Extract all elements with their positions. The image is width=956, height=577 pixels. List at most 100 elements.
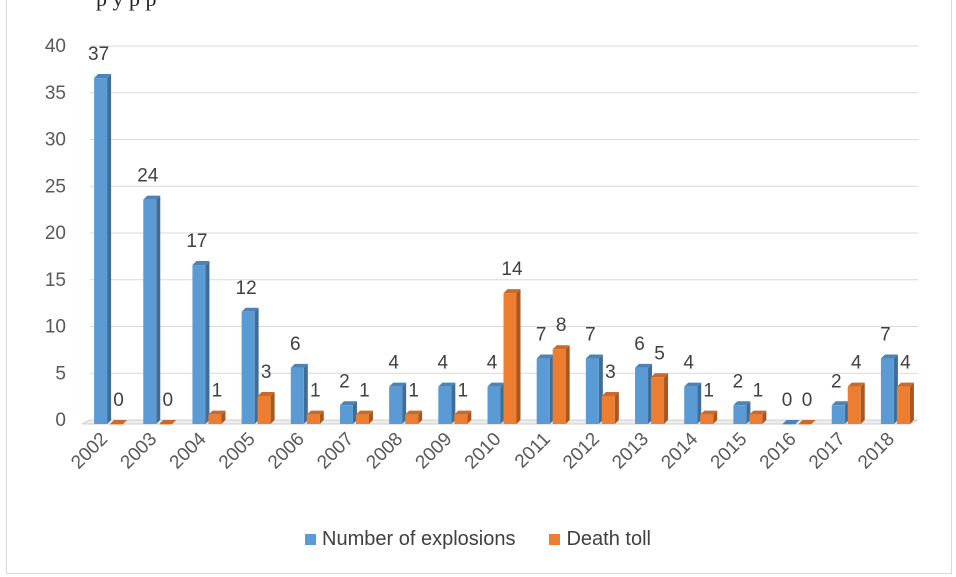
bar-top: [405, 410, 423, 415]
x-tick-label: 2006: [264, 429, 309, 474]
x-tick-label: 2004: [166, 428, 211, 473]
bar-top: [355, 410, 373, 415]
bar-top: [159, 420, 177, 424]
legend-item-death-toll: Death toll: [549, 528, 651, 551]
bar-top: [585, 354, 603, 359]
x-tick-label: 2002: [67, 429, 112, 474]
data-label: 4: [487, 353, 498, 374]
data-label: 12: [236, 278, 257, 299]
bar-top: [733, 401, 751, 406]
bar: [257, 395, 271, 424]
legend-label-death-toll: Death toll: [566, 528, 651, 550]
data-label: 37: [88, 44, 109, 65]
data-label: 1: [703, 381, 714, 402]
bar-top: [700, 410, 718, 415]
bar-side: [860, 382, 865, 424]
legend-label-explosions: Number of explosions: [322, 528, 516, 550]
bar-top: [749, 410, 767, 415]
data-label: 7: [536, 325, 547, 346]
legend-swatch-death-toll: [549, 534, 561, 545]
bar: [438, 386, 452, 424]
data-label: 0: [782, 390, 793, 411]
bar-top: [847, 382, 865, 387]
x-tick-label: 2010: [461, 429, 506, 474]
y-tick-label: 5: [55, 363, 66, 384]
chart-legend: Number of explosions Death toll: [0, 528, 956, 551]
bar-side: [664, 373, 669, 424]
bar: [536, 358, 550, 424]
bar-side: [467, 410, 472, 424]
bar: [143, 199, 157, 424]
data-label: 14: [501, 259, 523, 280]
data-label: 2: [733, 371, 744, 392]
data-label: 1: [753, 381, 764, 402]
bar-top: [552, 345, 570, 350]
bar-top: [798, 420, 816, 424]
bar: [635, 367, 649, 424]
bar-side: [107, 74, 112, 425]
data-label: 4: [851, 353, 862, 374]
bar-top: [684, 382, 702, 387]
data-label: 1: [310, 381, 321, 402]
data-label: 5: [654, 343, 665, 364]
data-label: 6: [634, 334, 645, 355]
bar: [339, 405, 353, 424]
bar-top: [536, 354, 554, 359]
bar-top: [290, 363, 308, 368]
bar: [896, 386, 910, 424]
bar-top: [110, 420, 128, 424]
bar: [798, 424, 812, 425]
bar-side: [614, 391, 619, 424]
bar: [405, 414, 419, 424]
bar-side: [565, 345, 570, 424]
y-tick-label: 0: [55, 410, 66, 431]
bar-side: [221, 410, 226, 424]
data-label: 0: [802, 390, 813, 411]
bar-side: [516, 289, 521, 424]
data-label: 8: [556, 315, 567, 336]
bar-top: [635, 363, 653, 368]
x-tick-label: 2009: [412, 429, 457, 474]
bar: [110, 424, 124, 425]
bar: [454, 414, 468, 424]
bar: [684, 386, 698, 424]
y-tick-label: 10: [45, 317, 66, 338]
bar-top: [454, 410, 472, 415]
data-label: 0: [162, 390, 173, 411]
x-tick-label: 2016: [756, 429, 801, 474]
data-label: 7: [880, 325, 891, 346]
bar: [831, 405, 845, 424]
bar-top: [782, 420, 800, 424]
bar-side: [254, 307, 259, 424]
bar: [192, 265, 206, 424]
x-tick-label: 2015: [707, 429, 752, 474]
x-tick-label: 2011: [511, 429, 555, 473]
bar-side: [303, 363, 308, 424]
bar-side: [909, 382, 914, 424]
data-label: 24: [137, 166, 159, 187]
data-label: 4: [388, 353, 399, 374]
bar: [306, 414, 320, 424]
y-tick-label: 30: [45, 130, 66, 151]
bar-top: [438, 382, 456, 387]
bar-top: [208, 410, 226, 415]
x-tick-label: 2014: [657, 428, 702, 473]
bar: [880, 358, 894, 424]
bar-side: [319, 410, 324, 424]
bar: [585, 358, 599, 424]
data-label: 4: [900, 353, 911, 374]
data-label: 2: [339, 371, 350, 392]
data-label: 1: [359, 381, 370, 402]
bar-top: [651, 373, 669, 378]
bar-top: [339, 401, 357, 406]
data-label: 4: [683, 353, 694, 374]
bar: [700, 414, 714, 424]
bar-side: [270, 391, 275, 424]
bar: [503, 293, 517, 424]
y-tick-label: 15: [45, 270, 66, 291]
bar-side: [368, 410, 373, 424]
data-label: 2: [831, 371, 842, 392]
x-tick-label: 2013: [608, 429, 653, 474]
bar: [94, 78, 108, 425]
bar-side: [205, 261, 210, 424]
